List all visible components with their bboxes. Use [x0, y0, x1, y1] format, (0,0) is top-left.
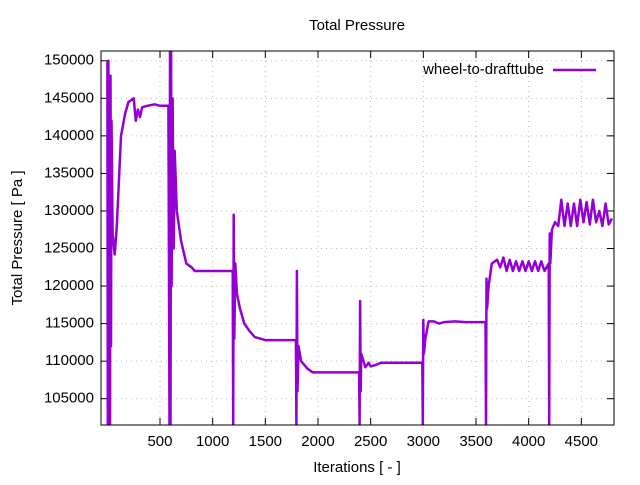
x-tick-label: 500: [147, 433, 172, 450]
x-axis-label: Iterations [ - ]: [313, 459, 401, 476]
y-tick-label: 105000: [44, 390, 94, 407]
y-tick-label: 145000: [44, 89, 94, 106]
x-tick-label: 2000: [301, 433, 334, 450]
y-tick-label: 125000: [44, 239, 94, 256]
y-axis-label: Total Pressure [ Pa ]: [9, 170, 26, 305]
x-tick-label: 4500: [565, 433, 598, 450]
plot-area: 105000 110000 115000 120000 125000 130000 1350…: [44, 51, 614, 450]
x-tick-label: 1000: [196, 433, 229, 450]
data-line: [106, 51, 614, 425]
x-tick-label: 2500: [354, 433, 387, 450]
y-tick-label: 135000: [44, 164, 94, 181]
x-tick-label: 3500: [459, 433, 492, 450]
y-tick-label: 120000: [44, 277, 94, 294]
y-tick-label: 140000: [44, 127, 94, 144]
x-tick-label: 1500: [249, 433, 282, 450]
plot-border: [100, 50, 615, 426]
legend-label: wheel-to-drafttube: [422, 61, 544, 78]
y-tick-label: 110000: [45, 352, 94, 369]
y-tick-label: 130000: [44, 202, 94, 219]
y-tick-label: 150000: [44, 52, 94, 69]
chart-title: Total Pressure: [309, 17, 405, 34]
y-tick-label: 115000: [45, 315, 94, 332]
x-tick-label: 4000: [512, 433, 545, 450]
x-tick-label: 3000: [407, 433, 440, 450]
